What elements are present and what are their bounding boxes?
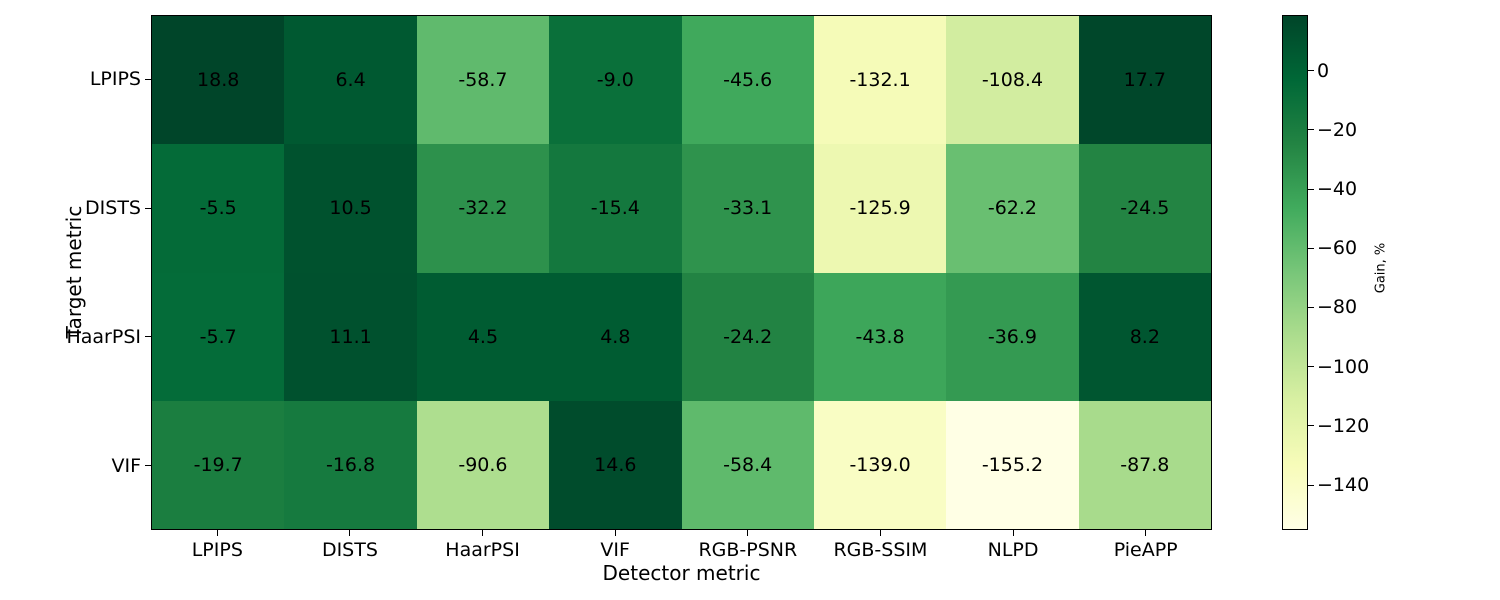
colorbar	[1282, 15, 1308, 530]
x-tick-label-HaarPSI: HaarPSI	[445, 539, 520, 561]
x-tick-mark	[216, 530, 218, 536]
heatmap-cell-HaarPSI-VIF: 4.8	[549, 272, 682, 401]
colorbar-tick-mark	[1308, 484, 1314, 486]
heatmap-cell-VIF-DISTS: -16.8	[284, 400, 417, 529]
x-tick-label-LPIPS: LPIPS	[191, 539, 243, 561]
x-tick-label-NLPD: NLPD	[987, 539, 1039, 561]
y-tick-mark	[145, 465, 151, 467]
heatmap-cell-DISTS-PieAPP: -24.5	[1078, 144, 1211, 273]
heatmap-cell-VIF-NLPD: -155.2	[946, 400, 1079, 529]
heatmap-cell-LPIPS-LPIPS: 18.8	[152, 16, 285, 145]
colorbar-tick-mark	[1308, 247, 1314, 249]
heatmap-cell-VIF-RGB-SSIM: -139.0	[813, 400, 947, 529]
x-axis-tick-labels: LPIPS DISTS HaarPSI VIF RGB-PSNR RGB-SSIM NLPD…	[151, 539, 1212, 561]
heatmap-cell-HaarPSI-NLPD: -36.9	[946, 272, 1079, 401]
colorbar-tick-mark	[1308, 366, 1314, 368]
heatmap-cell-VIF-PieAPP: -87.8	[1078, 400, 1211, 529]
y-tick-mark	[145, 336, 151, 338]
x-tick-label-RGB-SSIM: RGB-SSIM	[833, 539, 928, 561]
colorbar-tick-mark	[1308, 188, 1314, 190]
x-tick-mark	[482, 530, 484, 536]
heatmap-cell-HaarPSI-RGB-SSIM: -43.8	[813, 272, 947, 401]
colorbar-tick-mark	[1308, 70, 1314, 72]
colorbar-tick-mark	[1308, 425, 1314, 427]
heatmap-cell-LPIPS-RGB-SSIM: -132.1	[813, 16, 947, 145]
heatmap-cell-HaarPSI-RGB-PSNR: -24.2	[681, 272, 814, 401]
x-tick-mark	[614, 530, 616, 536]
heatmap-cell-HaarPSI-HaarPSI: 4.5	[416, 272, 550, 401]
x-tick-label-DISTS: DISTS	[321, 539, 378, 561]
heatmap-cell-DISTS-RGB-PSNR: -33.1	[681, 144, 814, 273]
colorbar-tick-label--60: −60	[1317, 237, 1358, 260]
heatmap-cell-DISTS-VIF: -15.4	[549, 144, 682, 273]
colorbar-tick-mark	[1308, 129, 1314, 131]
colorbar-tick-mark	[1308, 306, 1314, 308]
colorbar-tick-label--100: −100	[1317, 355, 1370, 378]
heatmap-cell-LPIPS-HaarPSI: -58.7	[416, 16, 550, 145]
colorbar-tick-label--20: −20	[1317, 118, 1358, 141]
colorbar-tick-label--80: −80	[1317, 296, 1358, 319]
y-axis-tick-labels: LPIPS DISTS HaarPSI VIF	[0, 15, 141, 530]
heatmap-cell-VIF-LPIPS: -19.7	[152, 400, 285, 529]
colorbar-tick-label--140: −140	[1317, 474, 1370, 496]
y-tick-label-DISTS: DISTS	[85, 197, 141, 220]
y-tick-label-HaarPSI: HaarPSI	[66, 325, 141, 348]
x-tick-mark	[879, 530, 881, 536]
x-tick-mark	[747, 530, 749, 536]
colorbar-title: Gain, %	[1373, 242, 1389, 294]
heatmap-cell-LPIPS-NLPD: -108.4	[946, 16, 1079, 145]
heatmap-cell-DISTS-LPIPS: -5.5	[152, 144, 285, 273]
x-tick-label-RGB-PSNR: RGB-PSNR	[698, 539, 798, 561]
colorbar-tick-label-0: 0	[1317, 59, 1330, 82]
x-tick-mark	[349, 530, 351, 536]
heatmap-cell-HaarPSI-DISTS: 11.1	[284, 272, 417, 401]
heatmap-cell-VIF-VIF: 14.6	[549, 400, 682, 529]
y-tick-mark	[145, 78, 151, 80]
x-axis-title: Detector metric	[602, 561, 761, 585]
heatmap-cell-DISTS-NLPD: -62.2	[946, 144, 1079, 273]
y-axis-title: Target metric	[62, 205, 86, 339]
heatmap-cell-VIF-RGB-PSNR: -58.4	[681, 400, 814, 529]
colorbar-tick-label--40: −40	[1317, 178, 1358, 201]
heatmap-cell-DISTS-RGB-SSIM: -125.9	[813, 144, 947, 273]
heatmap-cell-LPIPS-PieAPP: 17.7	[1078, 16, 1211, 145]
y-tick-label-VIF: VIF	[111, 454, 141, 477]
heatmap-cell-LPIPS-VIF: -9.0	[549, 16, 682, 145]
y-tick-mark	[145, 207, 151, 209]
y-tick-label-LPIPS: LPIPS	[89, 68, 141, 91]
heatmap-cell-HaarPSI-LPIPS: -5.7	[152, 272, 285, 401]
x-tick-mark	[1145, 530, 1147, 536]
heatmap-plot: 18.8 6.4 -58.7 -9.0 -45.6 -132.1 -108.4 17.7 -5.…	[151, 15, 1212, 530]
heatmap-cell-VIF-HaarPSI: -90.6	[416, 400, 550, 529]
x-tick-mark	[1012, 530, 1014, 536]
heatmap-cell-LPIPS-DISTS: 6.4	[284, 16, 417, 145]
heatmap-cell-DISTS-HaarPSI: -32.2	[416, 144, 550, 273]
heatmap-cell-HaarPSI-PieAPP: 8.2	[1078, 272, 1211, 401]
heatmap-cell-DISTS-DISTS: 10.5	[284, 144, 417, 273]
heatmap-cell-LPIPS-RGB-PSNR: -45.6	[681, 16, 814, 145]
colorbar-tick-label--120: −120	[1317, 414, 1370, 437]
x-tick-label-PieAPP: PieAPP	[1113, 539, 1178, 561]
x-tick-label-VIF: VIF	[600, 539, 630, 561]
